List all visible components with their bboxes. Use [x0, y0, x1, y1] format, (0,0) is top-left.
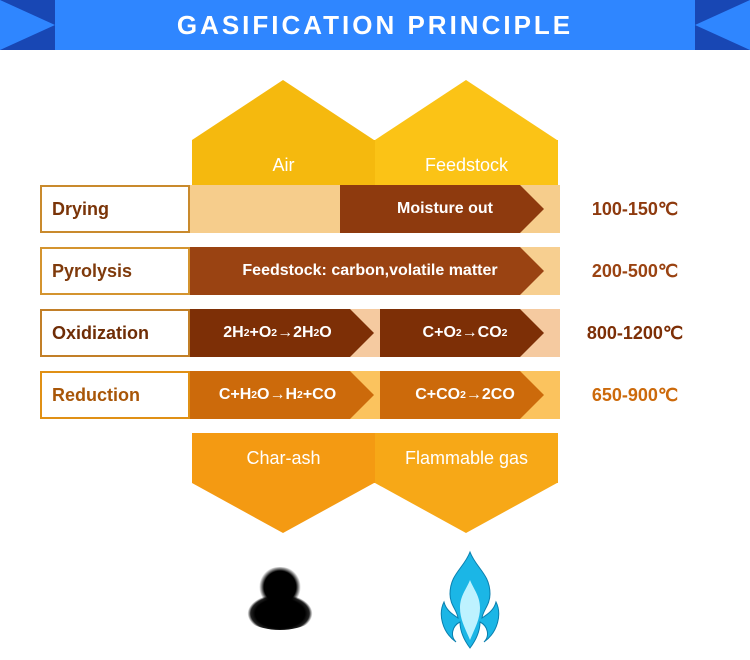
- output-icons: [0, 545, 750, 655]
- chimney-feedstock-label: Feedstock: [375, 140, 558, 190]
- reaction-label: C+O2→CO2: [385, 309, 545, 357]
- funnel-gas-label: Flammable gas: [375, 433, 558, 483]
- chimney-feedstock: Feedstock: [375, 80, 558, 190]
- funnel-gas-tri: [375, 483, 557, 533]
- process-temp: 800-1200℃: [560, 309, 710, 357]
- reaction-label: Moisture out: [345, 185, 545, 233]
- process-mid: C+H2O→H2+CO C+CO2→2CO: [190, 371, 560, 419]
- output-funnels: Char-ash Flammable gas: [192, 433, 558, 533]
- reaction-label: Feedstock: carbon,volatile matter: [190, 247, 550, 295]
- process-name: Drying: [40, 185, 190, 233]
- funnel-gas: Flammable gas: [375, 433, 558, 533]
- process-mid: 2H2+O2→2H2O C+O2→CO2: [190, 309, 560, 357]
- process-row: Drying Moisture out 100-150℃: [40, 185, 710, 233]
- funnel-charash-tri: [192, 483, 374, 533]
- chimney-air: Air: [192, 80, 375, 190]
- reaction-label: C+CO2→2CO: [385, 371, 545, 419]
- title-bar: GASIFICATION PRINCIPLE: [0, 0, 750, 50]
- process-mid: Feedstock: carbon,volatile matter: [190, 247, 560, 295]
- char-ash-icon: [235, 575, 325, 630]
- process-row: ReductionC+H2O→H2+CO C+CO2→2CO 650-900℃: [40, 371, 710, 419]
- process-row: PyrolysisFeedstock: carbon,volatile matt…: [40, 247, 710, 295]
- process-mid: Moisture out: [190, 185, 560, 233]
- funnel-charash: Char-ash: [192, 433, 375, 533]
- reaction-label: C+H2O→H2+CO: [190, 371, 365, 419]
- process-row: Oxidization2H2+O2→2H2O C+O2→CO2 800-1200℃: [40, 309, 710, 357]
- funnel-charash-label: Char-ash: [192, 433, 375, 483]
- process-temp: 650-900℃: [560, 371, 710, 419]
- flame-icon: [430, 550, 510, 650]
- title-text: GASIFICATION PRINCIPLE: [0, 0, 750, 50]
- chimney-air-tri: [192, 80, 374, 140]
- chimney-feedstock-tri: [375, 80, 557, 140]
- input-chimneys: Air Feedstock: [192, 80, 558, 190]
- process-temp: 200-500℃: [560, 247, 710, 295]
- process-name: Oxidization: [40, 309, 190, 357]
- chimney-air-label: Air: [192, 140, 375, 190]
- process-name: Reduction: [40, 371, 190, 419]
- process-temp: 100-150℃: [560, 185, 710, 233]
- reaction-label: 2H2+O2→2H2O: [190, 309, 365, 357]
- process-rows: Drying Moisture out 100-150℃ PyrolysisFeeds…: [40, 185, 710, 433]
- process-name: Pyrolysis: [40, 247, 190, 295]
